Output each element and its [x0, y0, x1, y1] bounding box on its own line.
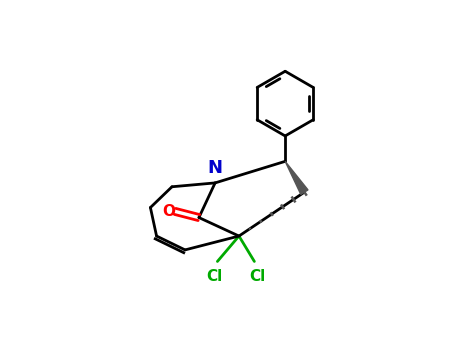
Polygon shape	[285, 161, 308, 194]
Text: Cl: Cl	[249, 269, 266, 284]
Text: O: O	[162, 204, 175, 219]
Text: Cl: Cl	[206, 269, 222, 284]
Text: N: N	[207, 159, 222, 177]
